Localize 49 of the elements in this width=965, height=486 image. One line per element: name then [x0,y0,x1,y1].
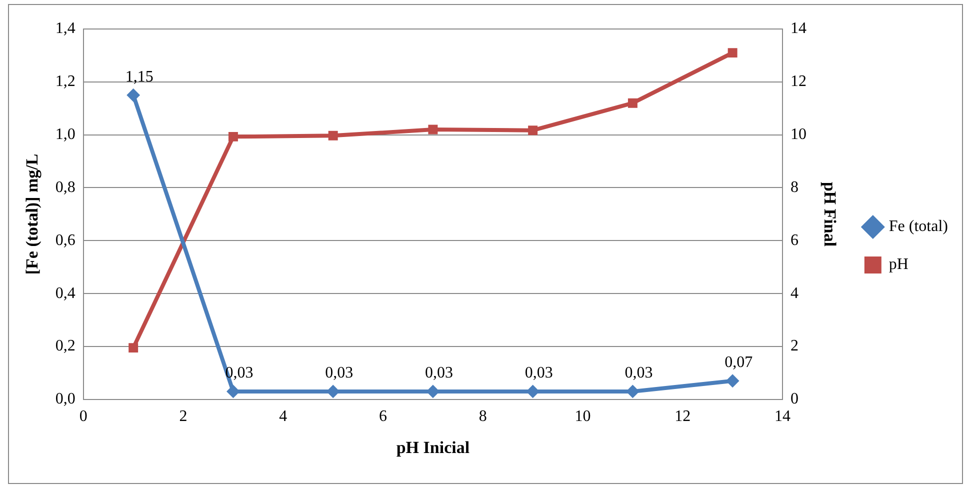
y-tick-label: 0,6 [55,232,76,249]
point [728,48,738,58]
y2-tick-label: 0 [790,390,799,408]
y2-tick-label: 12 [790,73,807,90]
y2-tick-label: 8 [790,178,799,196]
x-tick-label: 10 [574,408,591,426]
x-tick-label: 4 [279,408,288,426]
x-tick-label: 12 [674,408,691,426]
y2-axis-title: pH Final [820,182,840,247]
point [126,88,140,102]
legend-label: Fe (total) [888,218,948,236]
y2-tick-label: 6 [790,232,799,249]
data-label: 0,03 [624,364,653,382]
point [426,384,440,398]
point [626,384,640,398]
data-label: 1,15 [125,68,154,86]
point [628,98,638,108]
data-label: 0,03 [524,364,553,382]
x-tick-label: 14 [774,408,791,426]
y-tick-label: 1,4 [55,20,76,38]
y-tick-label: 0,0 [55,390,76,408]
point [328,130,338,140]
y-tick-label: 0,8 [55,178,76,196]
x-tick-label: 0 [79,408,88,426]
y2-tick-label: 10 [790,126,807,144]
x-tick-label: 2 [179,408,188,426]
x-tick-label: 6 [379,408,388,426]
point [326,384,340,398]
point [526,384,540,398]
legend-label: pH [888,256,909,274]
point [726,374,740,388]
y-axis-title: [Fe (total)] mg/L [22,154,42,275]
data-label: 0,03 [325,364,354,382]
y-tick-label: 0,2 [55,338,76,355]
y2-tick-label: 2 [790,338,799,355]
point [528,126,538,136]
y-tick-label: 0,4 [55,284,76,302]
y-tick-label: 1,2 [55,73,76,90]
data-label: 0,07 [724,354,753,372]
y2-tick-label: 14 [790,20,807,38]
point [428,124,438,134]
x-tick-label: 8 [478,408,487,426]
point [228,132,238,142]
point [128,343,138,353]
data-label: 0,03 [424,364,453,382]
point [226,384,240,398]
y2-tick-label: 4 [790,284,799,302]
y-tick-label: 1,0 [55,126,76,144]
x-axis-title: pH Inicial [396,438,470,458]
